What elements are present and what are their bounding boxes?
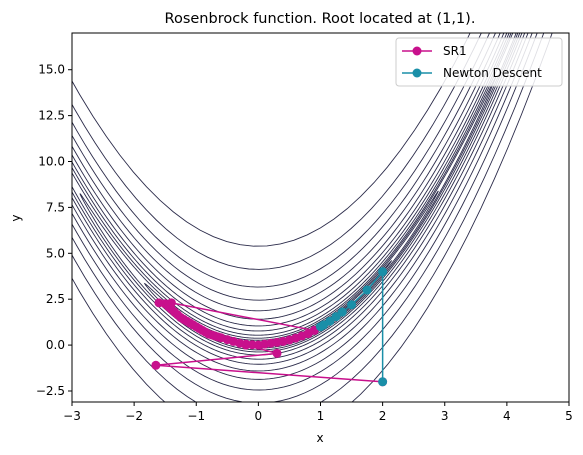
data-point [337,307,347,317]
y-tick-label: 12.5 [38,109,65,123]
contour-line [72,33,521,360]
data-point [331,312,341,322]
y-tick-label: 5.0 [46,246,65,260]
x-tick-label: −1 [187,409,205,423]
y-tick-label: 7.5 [46,200,65,214]
contour-line [72,33,523,365]
x-tick-label: 4 [503,409,511,423]
data-point [347,300,357,310]
contour-line [79,33,517,353]
chart-title: Rosenbrock function. Root located at (1,… [165,11,476,27]
data-point [316,322,325,332]
y-tick-label: 2.5 [46,292,65,306]
series-layer [151,267,388,387]
legend-newton-label: Newton Descent [443,66,542,80]
y-axis-label: y [9,214,23,221]
data-point [272,348,282,358]
x-tick-label: −2 [125,409,143,423]
y-tick-label: −2.5 [36,384,65,398]
x-tick-label: 5 [565,409,573,423]
series-newton-descent [316,267,388,387]
x-tick-label: 2 [379,409,387,423]
x-tick-label: 1 [317,409,325,423]
data-point [241,339,251,349]
data-point [378,377,388,387]
data-point [151,360,161,370]
data-point [378,267,388,277]
y-axis-ticks: −2.5 0.0 2.5 5.0 7.5 10.0 12.5 15.0 [36,63,72,398]
contour-line [72,33,519,356]
y-tick-label: 0.0 [46,338,65,352]
x-tick-label: 0 [255,409,263,423]
x-tick-label: 3 [441,409,449,423]
legend: SR1 Newton Descent [395,37,563,87]
x-axis-ticks: −3 −2 −1 0 1 2 3 4 5 [63,402,573,423]
legend-sr1-label: SR1 [443,44,467,58]
series-sr1 [151,298,388,387]
y-tick-label: 10.0 [38,155,65,169]
x-tick-label: −3 [63,409,81,423]
legend-newton-marker [412,68,422,78]
data-point [362,285,372,295]
y-tick-label: 15.0 [38,63,65,77]
data-point [253,340,263,350]
legend-box [395,37,563,87]
x-axis-label: x [316,431,323,445]
legend-sr1-marker [412,46,422,56]
